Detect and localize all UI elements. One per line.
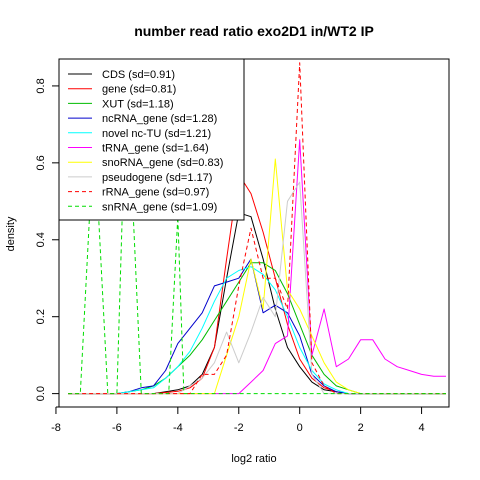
y-tick-label: 0.6	[35, 155, 47, 170]
legend-label: pseudogene (sd=1.17)	[102, 172, 212, 184]
legend-label: rRNA_gene (sd=0.97)	[102, 187, 209, 199]
y-tick-label: 0.0	[35, 386, 47, 401]
x-tick-label: -6	[112, 422, 122, 434]
legend-label: gene (sd=0.81)	[102, 84, 176, 96]
x-tick-label: 4	[419, 422, 425, 434]
x-tick-label: -8	[51, 422, 61, 434]
x-tick-label: -2	[234, 422, 244, 434]
axes: -8 -6 -4 -2 0 2 4 0.0 0.2 0.4 0.6 0.8	[35, 58, 450, 434]
x-tick-label: 0	[297, 422, 303, 434]
legend-box	[58, 58, 245, 221]
x-tick-label: 2	[358, 422, 364, 434]
y-tick-label: 0.8	[35, 78, 47, 93]
y-axis-label: density	[5, 216, 17, 251]
series-line-0	[68, 212, 446, 395]
series-lines	[68, 62, 446, 395]
y-tick-label: 0.4	[35, 232, 47, 247]
legend-label: tRNA_gene (sd=1.64)	[102, 143, 209, 155]
legend-label: snoRNA_gene (sd=0.83)	[102, 157, 223, 169]
series-line-3	[68, 258, 446, 395]
x-tick-label: -4	[173, 422, 183, 434]
legend-label: snRNA_gene (sd=1.09)	[102, 201, 217, 213]
x-axis-label: log2 ratio	[231, 453, 276, 465]
y-tick-label: 0.2	[35, 309, 47, 324]
legend-label: XUT (sd=1.18)	[102, 98, 174, 110]
chart-title: number read ratio exo2D1 in/WT2 IP	[134, 23, 374, 39]
series-line-9	[68, 189, 446, 395]
legend-label: CDS (sd=0.91)	[102, 69, 175, 81]
legend-label: novel nc-TU (sd=1.21)	[102, 128, 211, 140]
legend-label: ncRNA_gene (sd=1.28)	[102, 113, 217, 125]
legend: CDS (sd=0.91) gene (sd=0.81) XUT (sd=1.18)…	[58, 58, 245, 221]
